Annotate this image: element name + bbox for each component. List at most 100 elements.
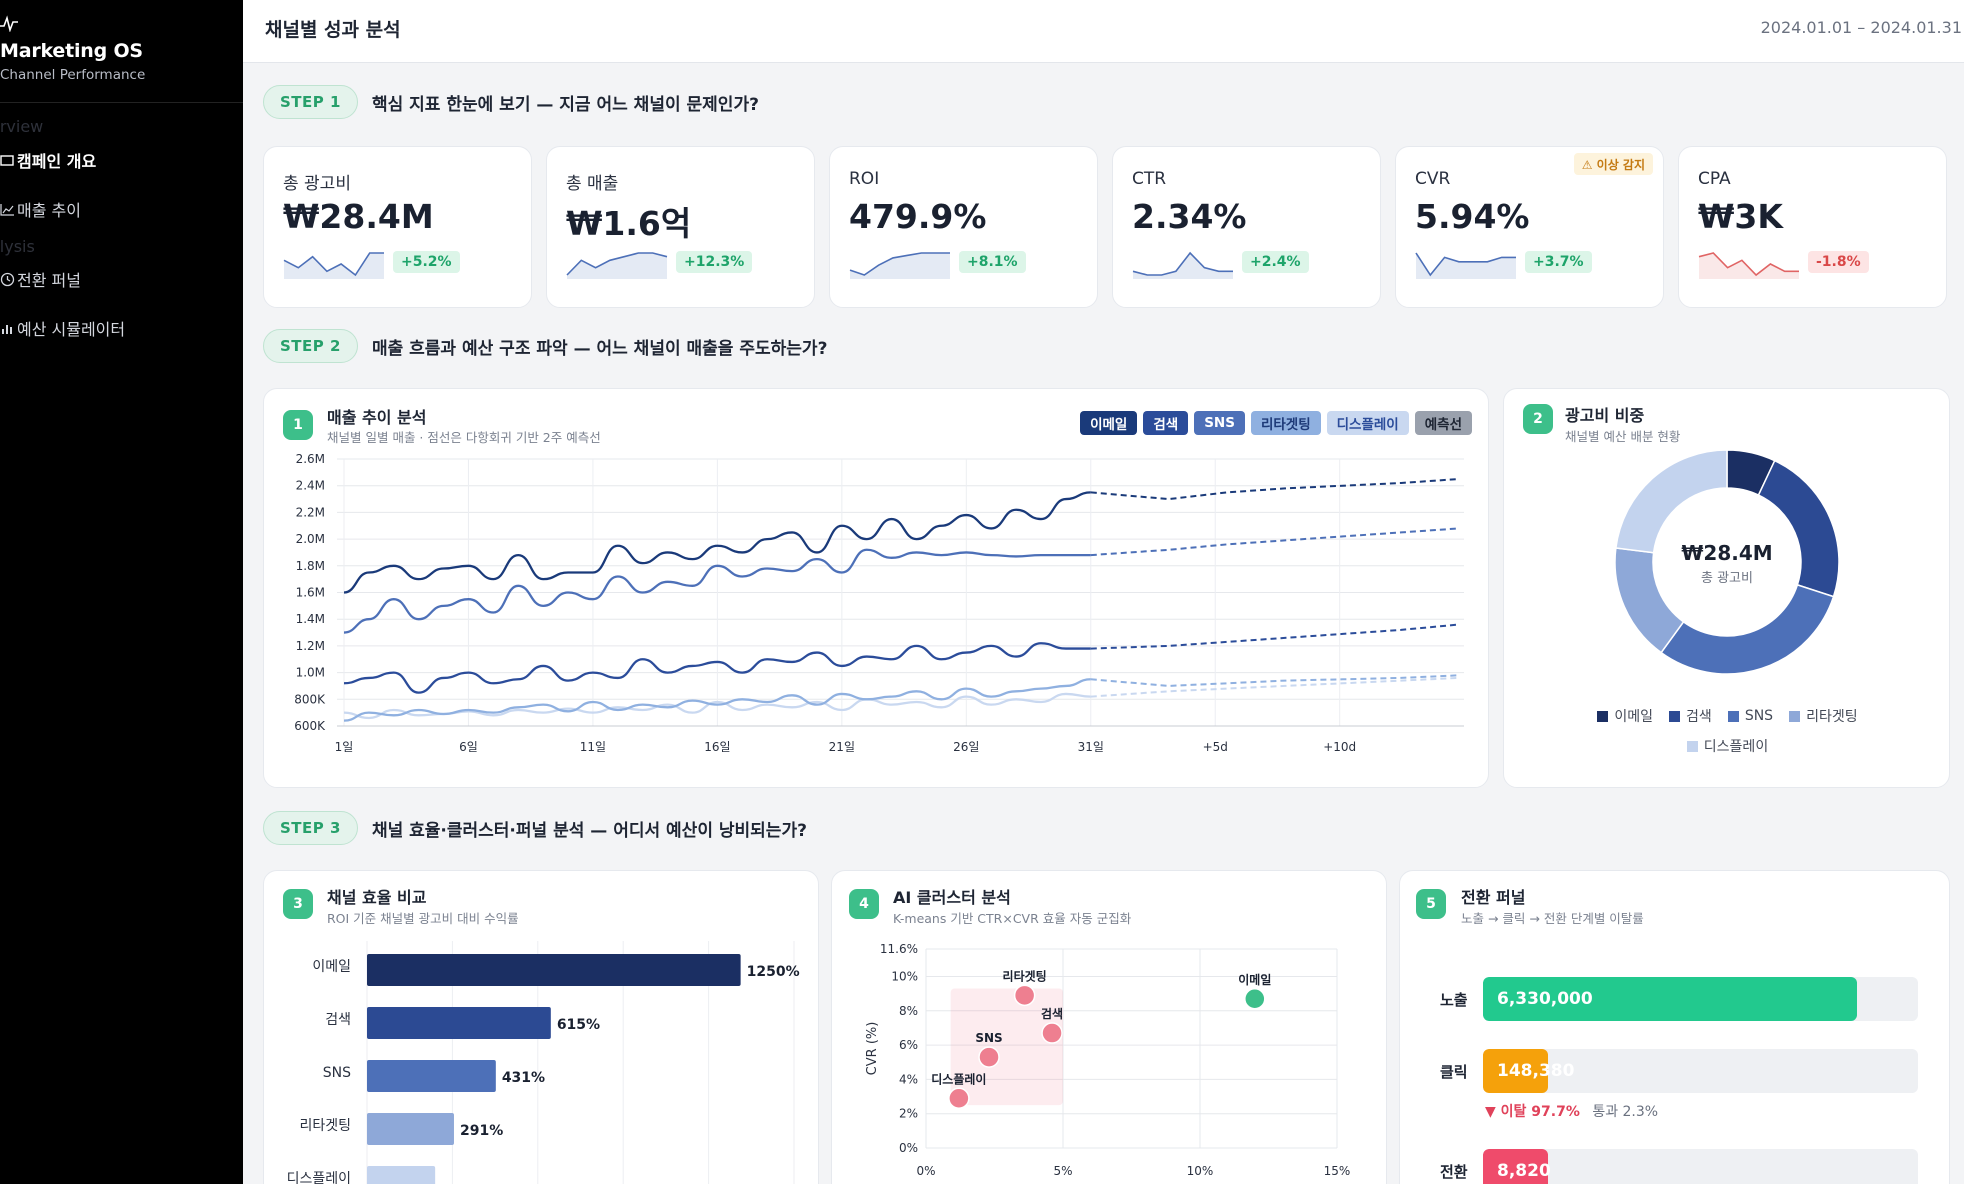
sparkline-line (283, 252, 384, 277)
kpi-delta: +8.1% (959, 251, 1026, 273)
series-line (343, 548, 1091, 634)
x-tick-label: +5d (1203, 740, 1228, 754)
rectangle-icon (0, 154, 14, 166)
legend-label: SNS (1744, 708, 1774, 724)
date-range[interactable]: 2024.01.01 – 2024.01.31 (1760, 18, 1962, 37)
kpi-value: ₩1.6억 (566, 204, 692, 243)
card-number-badge: 5 (1416, 889, 1446, 919)
x-tick-label: 26일 (953, 740, 979, 754)
x-tick-label: 11일 (580, 740, 606, 754)
bar (367, 954, 741, 986)
legend-toggle[interactable]: 예측선 (1414, 411, 1472, 435)
sparkline-area (1416, 253, 1516, 279)
sparkline (1132, 251, 1233, 279)
scatter-point (1041, 1022, 1063, 1044)
legend-toggle[interactable]: 이메일 (1080, 411, 1138, 435)
sidebar-item-campaign-overview[interactable]: 캠페인 개요 (0, 145, 240, 175)
y-tick-label: 1.0M (296, 666, 325, 680)
donut-slice (1757, 459, 1840, 598)
kpi-delta: -1.8% (1808, 251, 1869, 273)
bar-value-label: 291% (460, 1123, 503, 1139)
dropoff-rate: ▼ 이탈 97.7% (1485, 1104, 1580, 1120)
bar (367, 1166, 436, 1184)
legend-toggle[interactable]: 검색 (1143, 411, 1189, 435)
funnel-stage-label: 노출 (1440, 991, 1468, 1009)
card-number-badge: 3 (283, 889, 313, 919)
step-text: 채널 효율·클러스터·퍼널 분석 — 어디서 예산이 낭비되는가? (371, 820, 807, 841)
y-axis-label: CVR (%) (865, 1022, 880, 1076)
step-text: 매출 흐름과 예산 구조 파악 — 어느 채널이 매출을 주도하는가? (371, 338, 828, 359)
legend-toggle[interactable]: 리타겟팅 (1250, 411, 1321, 435)
x-tick-label: 16일 (704, 740, 730, 754)
card-subtitle: K-means 기반 CTR×CVR 효율 자동 군집화 (893, 911, 1132, 926)
funnel-value: 8,820 (1497, 1161, 1551, 1181)
kpi-label: CVR (1415, 169, 1451, 189)
kpi-card[interactable]: CPA ₩3K -1.8% (1678, 146, 1947, 308)
step-badge: STEP 2 (263, 329, 358, 363)
legend-item: 리타겟팅 (1789, 706, 1858, 726)
sidebar-item-revenue-trend[interactable]: 매출 추이 (0, 194, 240, 224)
funnel-track: 148,380 (1483, 1049, 1918, 1093)
kpi-delta: +3.7% (1525, 251, 1592, 273)
donut-legend: 이메일 검색 SNS 리타겟팅 (1504, 706, 1951, 726)
kpi-card[interactable]: CTR 2.34% +2.4% (1112, 146, 1381, 308)
cluster-region (950, 988, 1063, 1106)
kpi-card[interactable]: ROI 479.9% +8.1% (829, 146, 1098, 308)
y-tick-label: 6% (899, 1038, 918, 1052)
top-bar: 채널별 성과 분석 2024.01.01 – 2024.01.31 (243, 0, 1964, 63)
x-tick-label: +10d (1323, 740, 1356, 754)
cluster-scatter-chart: 11.6% 10% 8% 6% 4% 2% 0% 0% 5% 10% 15% CVR (%) 리타겟팅검… (865, 942, 1350, 1178)
legend-toggle[interactable]: 디스플레이 (1326, 411, 1409, 435)
y-tick-label: 8% (899, 1004, 918, 1018)
sparkline (566, 252, 668, 279)
legend-item: 디스플레이 (1686, 736, 1769, 756)
sparkline-area (1699, 253, 1799, 279)
pass-rate: 통과 2.3% (1592, 1104, 1659, 1120)
sidebar-item-conversion-funnel[interactable]: 전환 퍼널 (0, 264, 240, 294)
legend-item: SNS (1727, 706, 1774, 726)
y-tick-label: 2.0M (296, 532, 325, 546)
legend-toggle[interactable]: SNS (1194, 411, 1245, 435)
legend-swatch (1727, 710, 1739, 722)
x-tick-label: 5% (1053, 1164, 1072, 1178)
sparkline-area (284, 253, 384, 279)
point-label: SNS (975, 1031, 1002, 1045)
bar-category-label: 리타겟팅 (299, 1118, 351, 1134)
revenue-trend-card: 1 매출 추이 분석 채널별 일별 매출 · 점선은 다항회귀 기반 2주 예측… (263, 388, 1489, 788)
funnel-value: 148,380 (1497, 1061, 1575, 1081)
donut-legend: 디스플레이 (1504, 736, 1951, 756)
kpi-value: ₩28.4M (283, 197, 434, 236)
y-tick-label: 4% (899, 1072, 918, 1086)
legend-label: 디스플레이 (1703, 739, 1769, 755)
sidebar-item-label: 전환 퍼널 (17, 271, 81, 290)
sparkline (849, 252, 950, 279)
forecast-line (1090, 674, 1460, 687)
sparkline-area (567, 253, 667, 279)
kpi-card[interactable]: 총 매출 ₩1.6억 +12.3% (546, 146, 815, 308)
sidebar-item-label: 매출 추이 (17, 201, 81, 220)
funnel-track: 8,820 (1483, 1149, 1918, 1184)
kpi-card[interactable]: 총 광고비 ₩28.4M +5.2% (263, 146, 532, 308)
donut-center-label: 총 광고비 (1701, 571, 1753, 586)
sidebar-item-budget-simulator[interactable]: 예산 시뮬레이터 (0, 313, 240, 343)
kpi-card[interactable]: ⚠ 이상 감지 CVR 5.94% +3.7% (1395, 146, 1664, 308)
funnel-bar-clicks: 148,380 (1483, 1049, 1574, 1093)
sparkline-line (1698, 252, 1799, 277)
card-subtitle: 노출 → 클릭 → 전환 단계별 이탈률 (1461, 911, 1644, 926)
x-tick-label: 10% (1187, 1164, 1214, 1178)
budget-donut-chart: ₩28.4M 총 광고비 (1614, 449, 1840, 675)
card-subtitle: ROI 기준 채널별 광고비 대비 수익률 (327, 911, 519, 926)
card-title: 전환 퍼널 (1461, 888, 1526, 907)
y-tick-label: 800K (294, 692, 326, 706)
step-3-header: STEP 3 채널 효율·클러스터·퍼널 분석 — 어디서 예산이 낭비되는가? (263, 810, 1963, 846)
kpi-label: 총 광고비 (283, 174, 351, 194)
line-chart-icon (0, 203, 14, 216)
y-tick-label: 2.6M (296, 452, 325, 466)
funnel-stage-label: 전환 (1440, 1163, 1468, 1181)
legend-swatch (1686, 740, 1698, 752)
y-tick-label: 2.4M (296, 479, 325, 493)
bar (367, 1113, 454, 1145)
forecast-line (1090, 478, 1460, 501)
sparkline-line (566, 252, 668, 276)
y-tick-label: 2.2M (296, 505, 325, 519)
